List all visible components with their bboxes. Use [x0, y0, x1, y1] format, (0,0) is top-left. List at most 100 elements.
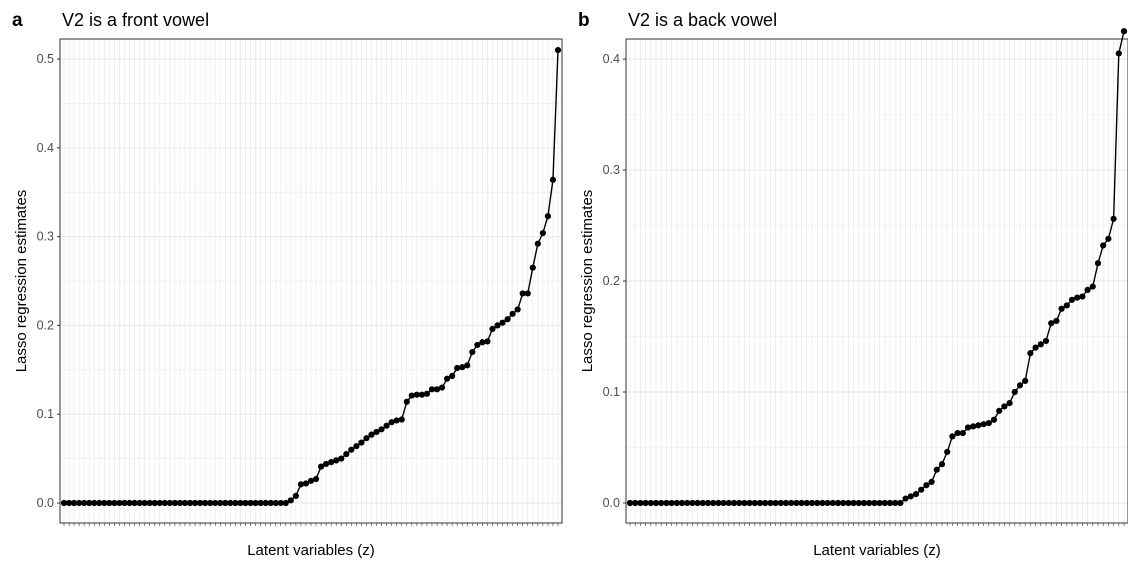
- data-point: [202, 499, 209, 507]
- data-point: [534, 240, 541, 247]
- data-point: [343, 451, 350, 458]
- data-point: [91, 499, 98, 507]
- data-point: [81, 499, 88, 507]
- data-points: [626, 28, 1128, 507]
- data-point: [519, 290, 526, 297]
- y-axis-label: Lasso regression estimates: [13, 190, 30, 373]
- data-point: [694, 499, 701, 507]
- data-point: [918, 486, 925, 493]
- data-point: [459, 364, 466, 371]
- data-point: [469, 348, 476, 356]
- data-point: [121, 499, 128, 507]
- data-point: [539, 229, 546, 237]
- y-tick-label: 0.5: [37, 52, 54, 66]
- data-point: [222, 499, 229, 507]
- panel-a: 0.0 0.1 0.2 0.3 0.4 0.5 a V2 is a front vowel La…: [12, 10, 563, 559]
- panel-b: 0.0 0.1 0.2 0.3 0.4 b V2 is a back vowel Latent…: [578, 10, 1128, 559]
- data-point: [949, 433, 956, 440]
- data-point: [166, 499, 173, 507]
- data-point: [715, 499, 722, 507]
- data-point: [741, 499, 748, 507]
- data-point: [338, 455, 345, 462]
- data-point: [292, 492, 299, 499]
- data-point: [272, 499, 279, 507]
- data-point: [237, 499, 244, 507]
- data-point: [353, 443, 360, 450]
- panel-label: b: [578, 10, 590, 31]
- data-point: [171, 499, 178, 507]
- data-point: [1042, 337, 1050, 345]
- data-point: [663, 499, 670, 507]
- y-tick-label: 0.3: [37, 230, 54, 244]
- data-point: [403, 398, 410, 405]
- data-point: [197, 499, 204, 507]
- data-point: [413, 391, 420, 398]
- data-point: [60, 499, 68, 507]
- y-tick-label: 0.1: [603, 385, 620, 399]
- data-point: [730, 499, 738, 507]
- data-point: [1058, 305, 1065, 312]
- data-point: [751, 499, 758, 507]
- data-point: [141, 499, 148, 507]
- data-point: [65, 499, 73, 507]
- data-point: [317, 463, 325, 470]
- data-point: [358, 439, 365, 446]
- data-point: [808, 499, 816, 507]
- data-point: [186, 499, 194, 507]
- data-point: [850, 499, 857, 507]
- data-point: [227, 499, 234, 507]
- data-point: [393, 417, 400, 424]
- data-point: [985, 419, 992, 427]
- data-point: [990, 416, 998, 423]
- data-point: [866, 499, 873, 507]
- data-point: [373, 428, 380, 436]
- data-point: [111, 499, 118, 507]
- data-point: [438, 384, 446, 391]
- horizontal-gridlines: [60, 58, 562, 504]
- data-point: [484, 338, 491, 345]
- data-point: [876, 499, 883, 507]
- data-point: [923, 482, 930, 489]
- data-point: [499, 319, 506, 326]
- data-point: [277, 499, 284, 507]
- data-point: [212, 499, 219, 507]
- data-point: [1079, 293, 1086, 300]
- data-point: [720, 499, 727, 507]
- data-point: [217, 499, 224, 507]
- data-point: [632, 499, 639, 507]
- data-point: [710, 499, 717, 507]
- data-point: [772, 499, 779, 507]
- data-point: [378, 426, 385, 433]
- data-point: [474, 341, 481, 349]
- data-point: [1105, 235, 1112, 242]
- data-point: [86, 499, 93, 507]
- data-point: [1011, 388, 1018, 396]
- data-point: [146, 499, 153, 507]
- data-point: [886, 499, 894, 507]
- data-point: [302, 480, 310, 487]
- data-point: [449, 372, 456, 380]
- data-point: [363, 435, 370, 442]
- data-point: [1032, 344, 1039, 351]
- data-point: [642, 499, 649, 507]
- data-point: [975, 422, 982, 429]
- data-point: [1048, 320, 1055, 327]
- data-point: [287, 497, 294, 504]
- data-point: [928, 478, 935, 486]
- data-point: [161, 499, 168, 507]
- data-point: [678, 499, 686, 507]
- data-point: [658, 499, 665, 507]
- data-point: [549, 176, 557, 183]
- data-point: [267, 499, 274, 507]
- data-point: [647, 499, 654, 507]
- data-point: [151, 499, 158, 507]
- data-point: [944, 448, 951, 456]
- data-point: [328, 459, 335, 466]
- data-point: [1016, 382, 1024, 389]
- data-point: [1089, 283, 1096, 290]
- data-point: [668, 499, 675, 507]
- data-point: [247, 499, 254, 507]
- data-point: [912, 491, 920, 498]
- data-point: [684, 499, 691, 507]
